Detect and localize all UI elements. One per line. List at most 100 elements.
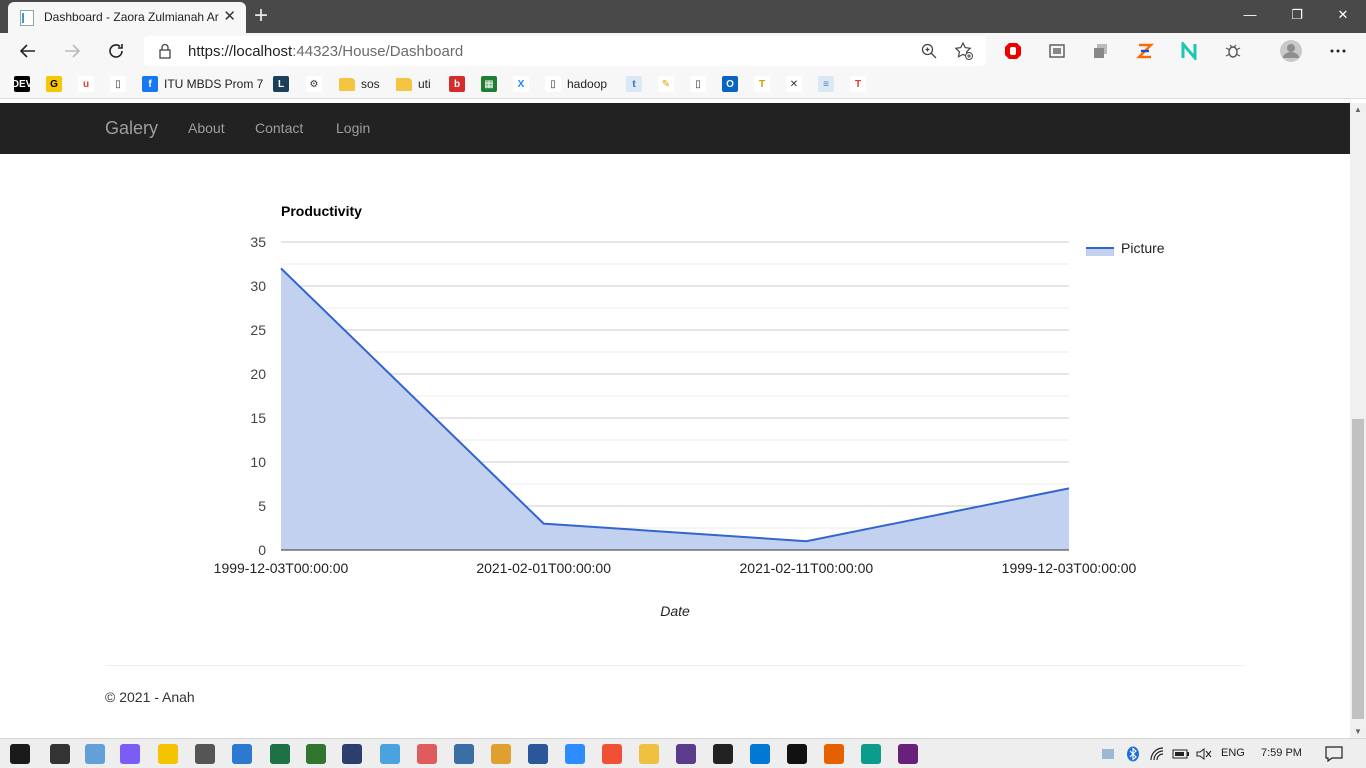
tools-icon[interactable] (380, 744, 400, 764)
browser-toolbar: https://localhost:44323/House/Dashboard (0, 33, 1366, 69)
intellij-icon[interactable] (787, 744, 807, 764)
excel-icon[interactable] (270, 744, 290, 764)
scroll-down-icon[interactable]: ▼ (1354, 727, 1362, 736)
language-indicator[interactable]: ENG (1221, 747, 1245, 759)
bug-icon[interactable] (1223, 41, 1243, 61)
bookmark-favicon-icon: ≡ (818, 76, 834, 92)
messenger-icon[interactable] (120, 744, 140, 764)
network-drive-icon[interactable] (1100, 746, 1116, 762)
y-tick-label: 10 (250, 454, 266, 470)
battery-icon[interactable] (1172, 748, 1190, 760)
bookmark-item[interactable]: ▯ (690, 75, 712, 93)
bookmark-item[interactable]: ▯ hadoop (545, 75, 607, 93)
bookmark-item[interactable]: ▯ (110, 75, 132, 93)
notifications-icon[interactable] (1325, 746, 1343, 762)
y-tick-label: 20 (250, 366, 266, 382)
collections-icon[interactable] (1091, 41, 1111, 61)
calculator-icon[interactable] (195, 744, 215, 764)
bookmark-item[interactable]: u (78, 75, 100, 93)
screenshot-icon[interactable] (1047, 41, 1067, 61)
bookmark-favicon-icon: u (78, 76, 94, 92)
bookmark-item[interactable]: ✕ (786, 75, 808, 93)
media-icon[interactable] (158, 744, 178, 764)
bookmark-favicon-icon: ▯ (690, 76, 706, 92)
pen-icon[interactable] (491, 744, 511, 764)
bookmark-item[interactable]: b (449, 75, 471, 93)
windows-taskbar: ENG 7:59 PM (0, 738, 1366, 768)
paint-icon[interactable] (85, 744, 105, 764)
n-icon[interactable] (1179, 41, 1199, 61)
url-host: https://localhost (188, 43, 293, 60)
url-text[interactable]: https://localhost:44323/House/Dashboard (188, 43, 463, 60)
bookmark-item[interactable]: uti (396, 75, 431, 93)
refresh-button[interactable] (104, 39, 128, 63)
nav-contact-link[interactable]: Contact (255, 120, 304, 136)
bookmark-item[interactable]: ⚙ (306, 75, 328, 93)
y-tick-label: 0 (258, 542, 266, 558)
bookmark-item[interactable]: t (626, 75, 648, 93)
x-axis-label: Date (660, 603, 690, 619)
word-icon[interactable] (528, 744, 548, 764)
bookmark-item[interactable]: ≡ (818, 75, 840, 93)
bookmark-item[interactable]: T (850, 75, 872, 93)
minimize-icon[interactable]: — (1243, 7, 1257, 22)
transfer-icon[interactable] (1135, 41, 1155, 61)
bookmark-item[interactable]: ✎ (658, 75, 680, 93)
zoom-icon[interactable] (565, 744, 585, 764)
address-bar[interactable]: https://localhost:44323/House/Dashboard (144, 36, 986, 66)
x-tick-label: 1999-12-03T00:00:00 (214, 560, 349, 576)
forward-button[interactable] (60, 39, 84, 63)
vscode-icon[interactable] (750, 744, 770, 764)
scrollbar-thumb[interactable] (1352, 419, 1364, 719)
bookmark-item[interactable]: T (754, 75, 776, 93)
wifi-icon[interactable] (1150, 747, 1166, 761)
system-clock[interactable]: 7:59 PM (1261, 747, 1302, 759)
bookmark-item[interactable]: ▦ (481, 75, 503, 93)
scroll-up-icon[interactable]: ▲ (1354, 105, 1362, 114)
bookmark-item[interactable]: X (513, 75, 535, 93)
bookmark-favicon-icon: T (850, 76, 866, 92)
profile-icon[interactable] (1279, 39, 1303, 63)
virtualbox-icon[interactable] (342, 744, 362, 764)
windows-icon[interactable] (10, 744, 30, 764)
bookmark-item[interactable]: f ITU MBDS Prom 7 (142, 75, 263, 93)
python-icon[interactable] (454, 744, 474, 764)
bookmark-item[interactable]: L (273, 75, 295, 93)
browser-tab[interactable]: Dashboard - Zaora Zulmianah Ar ✕ (8, 2, 246, 33)
x-tick-label: 2021-02-01T00:00:00 (476, 560, 611, 576)
visualstudio-icon[interactable] (898, 744, 918, 764)
snipping-icon[interactable] (417, 744, 437, 764)
page-viewport: Galery About Contact Login Productivity 0… (0, 103, 1350, 738)
store-icon[interactable] (50, 744, 70, 764)
bookmark-item[interactable]: O (722, 75, 744, 93)
nav-about-link[interactable]: About (188, 120, 225, 136)
bluetooth-icon[interactable] (1126, 746, 1140, 762)
bookmark-item[interactable]: G (46, 75, 68, 93)
adblock-icon[interactable] (1003, 41, 1023, 61)
back-button[interactable] (16, 39, 40, 63)
bookmark-item[interactable]: sos (339, 75, 380, 93)
bookmark-item[interactable]: DEV (12, 75, 36, 93)
new-tab-button[interactable]: + (254, 2, 269, 29)
explorer-icon[interactable] (639, 744, 659, 764)
terminal-icon[interactable] (713, 744, 733, 764)
more-icon[interactable] (1328, 41, 1348, 61)
eclipse-icon[interactable] (676, 744, 696, 764)
remote-icon[interactable] (232, 744, 252, 764)
edge-icon[interactable] (861, 744, 881, 764)
bookmark-favicon-icon: ▯ (545, 76, 561, 92)
tab-close-icon[interactable]: ✕ (223, 8, 236, 25)
add-favorite-icon[interactable] (954, 41, 974, 61)
bookmark-favicon-icon: O (722, 76, 738, 92)
restore-icon[interactable]: ❐ (1291, 7, 1303, 22)
brand-link[interactable]: Galery (105, 118, 159, 138)
volume-muted-icon[interactable] (1196, 747, 1212, 761)
page-scrollbar[interactable]: ▲ ▼ (1350, 103, 1366, 738)
git-icon[interactable] (602, 744, 622, 764)
firefox-icon[interactable] (824, 744, 844, 764)
nav-login-link[interactable]: Login (336, 120, 371, 136)
window-close-icon[interactable]: ✕ (1337, 7, 1349, 22)
tab-strip: Dashboard - Zaora Zulmianah Ar ✕ + — ❐ ✕ (0, 0, 1366, 33)
project-icon[interactable] (306, 744, 326, 764)
zoom-icon[interactable] (920, 42, 938, 60)
